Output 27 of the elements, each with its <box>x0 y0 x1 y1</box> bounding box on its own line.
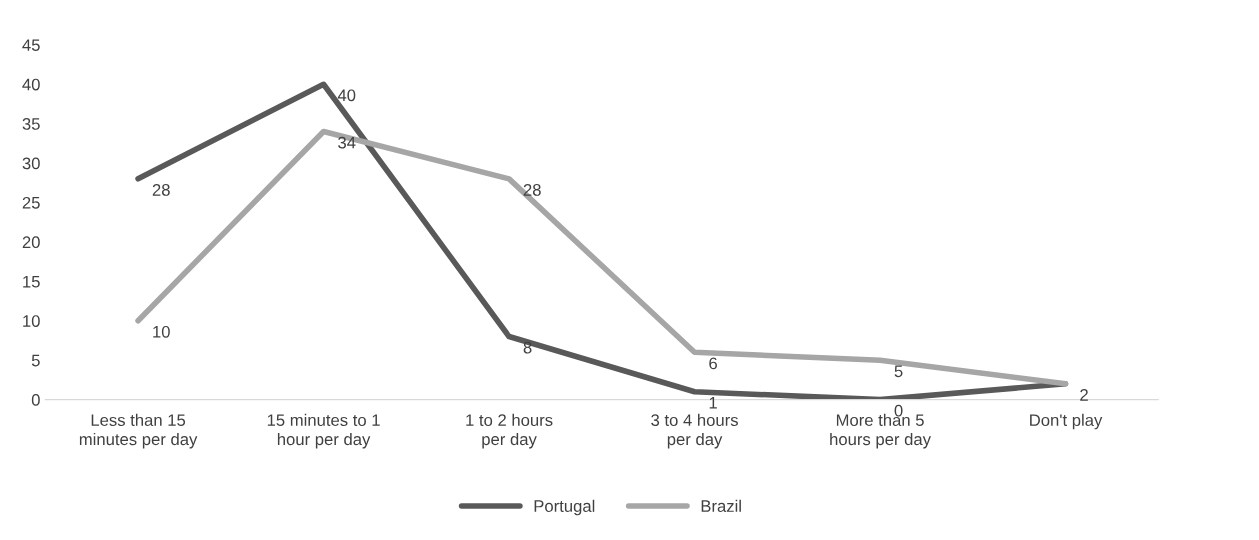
y-tick-label: 0 <box>31 394 40 406</box>
data-label: 6 <box>709 357 717 370</box>
y-tick-label: 40 <box>22 78 40 91</box>
y-tick-label: 20 <box>22 236 40 249</box>
y-tick-label: 35 <box>22 118 40 130</box>
x-tick-label: 3 to 4 hours per day <box>651 413 738 449</box>
y-tick-label: 10 <box>23 315 40 327</box>
data-label: 10 <box>153 325 170 338</box>
x-tick-label: 1 to 2 hours per day <box>466 413 553 449</box>
data-label: 28 <box>152 184 170 196</box>
x-tick-label: 15 minutes to 1 hour per day <box>267 413 380 449</box>
y-tick-label: 45 <box>22 39 40 52</box>
y-tick-label: 15 <box>23 275 40 288</box>
y-tick-label: 25 <box>22 196 40 209</box>
data-label: 8 <box>523 341 532 354</box>
x-tick-label: Don't play <box>1030 413 1103 430</box>
data-label: 5 <box>894 365 903 378</box>
legend-label: Portugal <box>534 499 595 516</box>
y-tick-label: 30 <box>22 157 40 170</box>
data-label: 28 <box>523 184 541 196</box>
data-label: 1 <box>709 397 717 409</box>
data-label: 2 <box>1080 389 1088 401</box>
data-label: 34 <box>338 136 356 149</box>
legend-label: Brazil <box>701 499 741 512</box>
data-label: 40 <box>337 89 356 102</box>
x-tick-label: Less than 15 minutes per day <box>79 413 198 449</box>
y-tick-label: 5 <box>31 354 40 367</box>
